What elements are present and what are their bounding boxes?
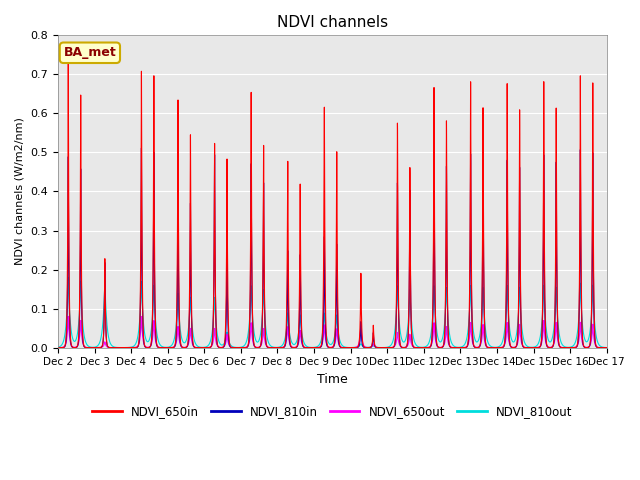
NDVI_650out (65, 313, 72, 319)
NDVI_810out (65, 275, 72, 280)
NDVI_650out (54, 345, 62, 350)
NDVI_650in (603, 345, 611, 350)
NDVI_650out (166, 345, 173, 350)
NDVI_810in (260, 184, 268, 190)
NDVI_650out (601, 345, 609, 350)
NDVI_650out (408, 343, 416, 348)
NDVI_810out (408, 325, 416, 331)
NDVI_650in (601, 345, 609, 350)
NDVI_650in (172, 339, 179, 345)
NDVI_650in (408, 338, 416, 344)
NDVI_810in (601, 345, 609, 350)
NDVI_810out (166, 344, 173, 349)
Legend: NDVI_650in, NDVI_810in, NDVI_650out, NDVI_810out: NDVI_650in, NDVI_810in, NDVI_650out, NDV… (88, 400, 577, 423)
Text: BA_met: BA_met (63, 46, 116, 59)
NDVI_650out (172, 342, 179, 348)
NDVI_810in (138, 145, 145, 151)
NDVI_650in (486, 345, 494, 350)
NDVI_650in (119, 345, 127, 350)
NDVI_650out (260, 326, 268, 332)
NDVI_810out (54, 344, 62, 350)
NDVI_810in (408, 339, 416, 345)
NDVI_810out (172, 329, 179, 335)
NDVI_810in (54, 345, 62, 350)
NDVI_810out (603, 345, 611, 350)
NDVI_810in (119, 345, 127, 350)
NDVI_650in (65, 60, 72, 66)
NDVI_650out (486, 345, 494, 350)
NDVI_810in (603, 345, 611, 350)
NDVI_650in (166, 345, 173, 350)
X-axis label: Time: Time (317, 373, 348, 386)
NDVI_650out (603, 345, 611, 350)
Line: NDVI_650in: NDVI_650in (58, 63, 607, 348)
Line: NDVI_810in: NDVI_810in (58, 148, 607, 348)
NDVI_810out (601, 345, 609, 350)
NDVI_650out (118, 345, 126, 350)
Line: NDVI_650out: NDVI_650out (58, 316, 607, 348)
Line: NDVI_810out: NDVI_810out (58, 277, 607, 348)
NDVI_810out (119, 345, 127, 350)
Y-axis label: NDVI channels (W/m2/nm): NDVI channels (W/m2/nm) (15, 118, 25, 265)
NDVI_810in (166, 345, 173, 350)
Title: NDVI channels: NDVI channels (276, 15, 388, 30)
NDVI_810out (260, 288, 268, 293)
NDVI_650in (54, 345, 62, 350)
NDVI_650in (260, 148, 268, 154)
NDVI_810in (172, 341, 179, 347)
NDVI_810in (486, 345, 494, 350)
NDVI_810out (486, 343, 494, 348)
